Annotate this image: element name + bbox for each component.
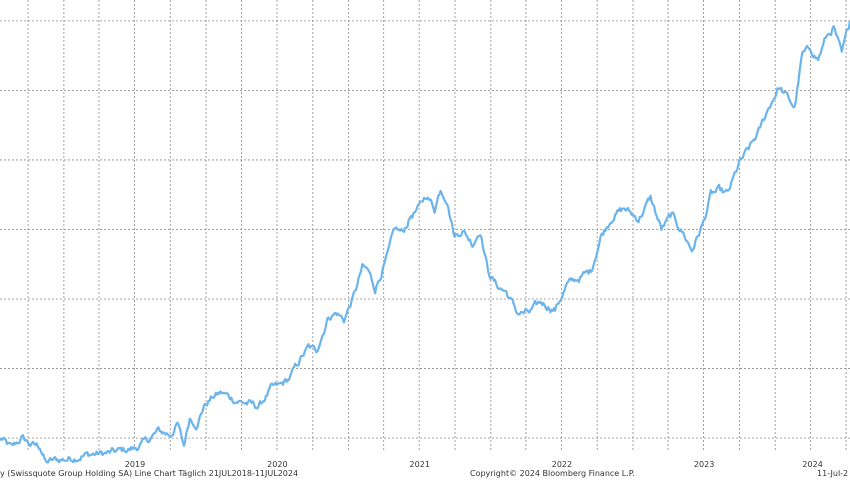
plot-background — [0, 0, 850, 452]
end-date-label: 11-Jul-2 — [817, 469, 849, 478]
series-line — [0, 20, 850, 464]
x-tick-label: 2023 — [694, 460, 714, 469]
series-group — [0, 20, 850, 464]
x-tick-label: 2022 — [552, 460, 572, 469]
chart-description: y (Swissquote Group Holding SA) Line Cha… — [0, 469, 299, 478]
vertical-gridlines — [27, 0, 847, 452]
x-tick-label: 2020 — [267, 460, 287, 469]
horizontal-gridlines — [0, 20, 850, 439]
x-axis-tick-labels: 2019 2020 2021 2022 2023 2024 — [125, 460, 823, 469]
x-tick-label: 2024 — [802, 460, 822, 469]
x-tick-label: 2019 — [125, 460, 145, 469]
x-tick-label: 2021 — [410, 460, 430, 469]
copyright-notice: Copyright© 2024 Bloomberg Finance L.P. — [470, 469, 635, 478]
